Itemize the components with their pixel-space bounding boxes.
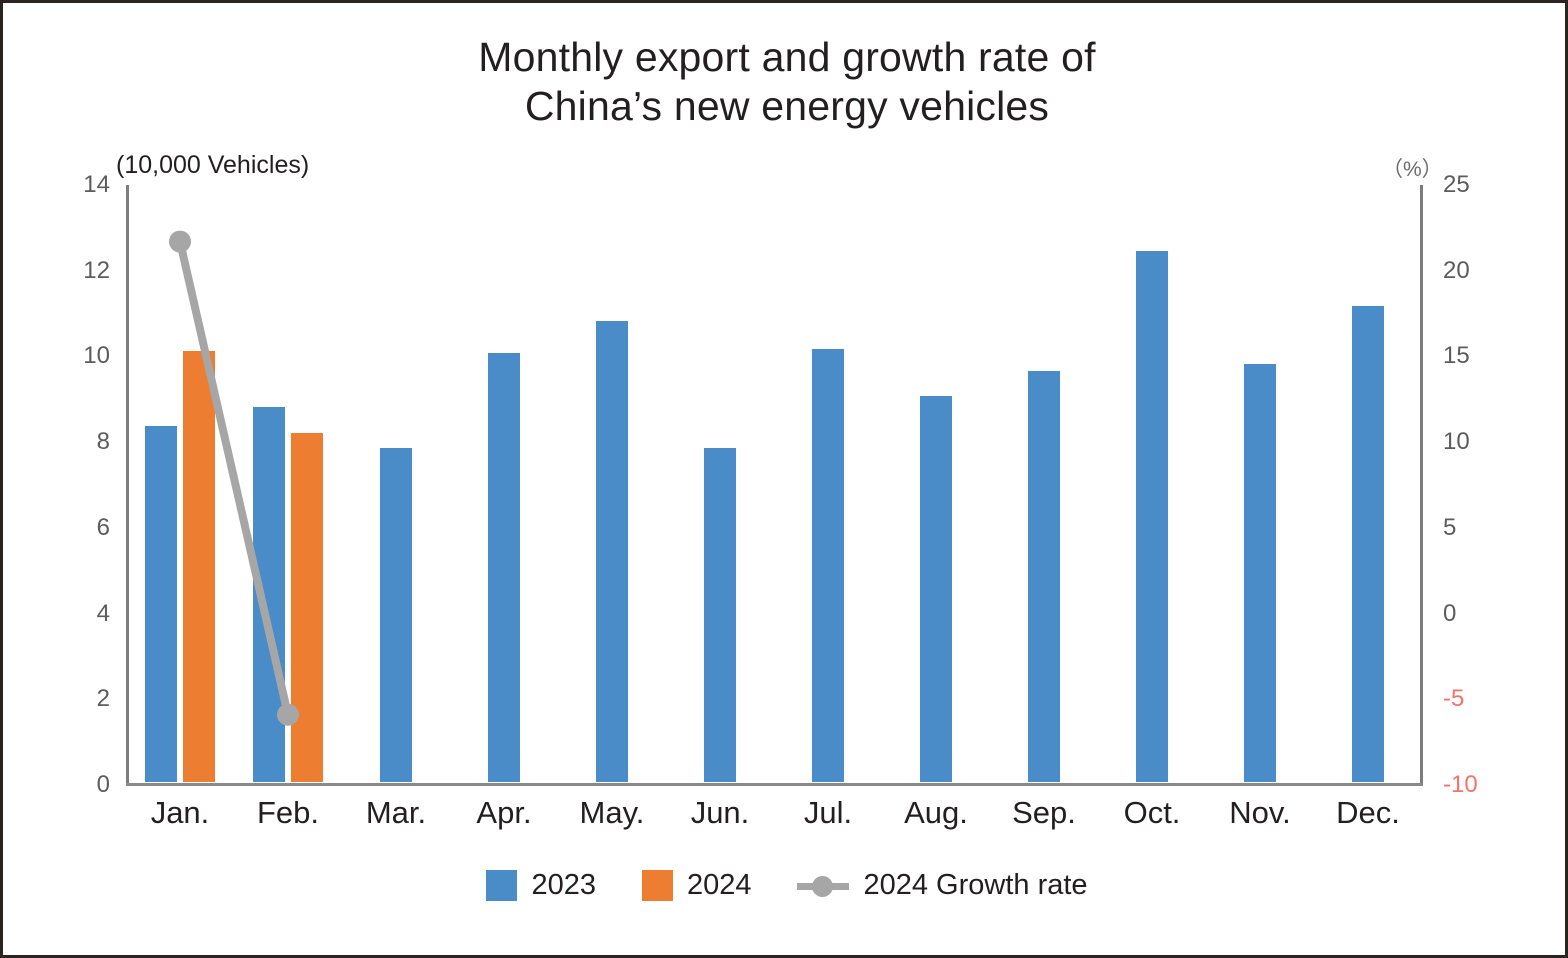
legend-item-2023[interactable]: 2023	[486, 869, 596, 902]
x-axis-label-feb: Feb.	[256, 795, 320, 830]
right-axis-line	[1420, 185, 1423, 786]
bar-2023-oct	[1136, 250, 1168, 782]
right-axis-tick-0: 0	[1443, 599, 1457, 627]
left-axis-tick-6: 6	[96, 513, 110, 541]
bar-2023-aug	[920, 396, 952, 782]
x-axis-label-jun: Jun.	[690, 795, 750, 830]
left-axis-tick-12: 12	[83, 256, 110, 284]
left-axis-tick-10: 10	[83, 342, 110, 370]
page-title: Monthly export and growth rate of China’…	[3, 33, 1565, 131]
bar-2023-jun	[704, 447, 736, 782]
right-axis-tick-neg10: -10	[1443, 771, 1478, 798]
x-axis-label-aug: Aug.	[904, 795, 968, 830]
right-axis-tick-15: 15	[1443, 342, 1470, 370]
left-axis-tick-0: 0	[96, 771, 110, 798]
legend-label: 2024	[686, 869, 752, 901]
x-axis-label-may: May.	[579, 795, 645, 830]
legend: 2023 2024 2024 Growth rate	[3, 869, 1565, 902]
bar-2024-feb	[291, 432, 323, 782]
blue-square-swatch	[486, 870, 518, 901]
x-axis-label-nov: Nov.	[1229, 795, 1291, 830]
right-axis-tick-25: 25	[1443, 171, 1470, 198]
left-axis-tick-2: 2	[96, 685, 110, 713]
bar-2023-sep	[1028, 370, 1060, 782]
bar-2023-apr	[488, 353, 520, 782]
growth-rate-marker-jan	[169, 230, 191, 253]
bar-2023-jul	[812, 349, 844, 782]
line-marker-icon	[797, 873, 850, 899]
x-axis-label-jul: Jul.	[803, 795, 853, 830]
x-axis-label-apr: Apr.	[476, 795, 532, 830]
right-axis-tick-labels: 25 20 15 10 5 0 -5 -10	[1443, 173, 1503, 797]
left-axis-tick-14: 14	[83, 171, 110, 198]
x-axis-line	[126, 783, 1423, 786]
bar-2024-jan	[183, 351, 215, 782]
x-axis-label-oct: Oct.	[1123, 795, 1181, 830]
bar-2023-feb	[253, 407, 285, 782]
bar-2023-nov	[1244, 364, 1276, 782]
left-axis-line	[126, 185, 129, 786]
right-axis-tick-5: 5	[1443, 513, 1457, 541]
legend-label: 2024 Growth rate	[863, 869, 1088, 901]
x-axis-label-dec: Dec.	[1336, 795, 1400, 830]
left-axis-tick-4: 4	[96, 599, 110, 627]
bar-2023-jan	[145, 426, 177, 782]
bar-2023-mar	[380, 447, 412, 782]
chart-title-line-1: Monthly export and growth rate of	[478, 34, 1096, 80]
bar-2023-dec	[1352, 306, 1384, 782]
x-axis-label-jan: Jan.	[150, 795, 210, 830]
bar-2023-may	[596, 321, 628, 782]
right-axis-tick-20: 20	[1443, 256, 1470, 284]
legend-label: 2023	[531, 869, 596, 901]
right-axis-tick-neg5: -5	[1443, 685, 1465, 713]
legend-item-2024-growth-rate[interactable]: 2024 Growth rate	[797, 869, 1088, 902]
x-axis-category-labels: Jan. Feb. Mar. Apr. May. Jun. Jul. Aug. Sep. Oct.…	[126, 794, 1422, 840]
line-marker-dot-icon	[812, 875, 834, 897]
right-axis-unit-label: （%）	[1382, 158, 1443, 181]
left-axis-tick-8: 8	[96, 428, 110, 456]
orange-square-swatch	[641, 870, 673, 901]
x-axis-label-mar: Mar.	[365, 795, 427, 830]
chart-title-line-2: China’s new energy vehicles	[524, 83, 1050, 129]
left-axis-unit-label: (10,000 Vehicles)	[116, 151, 310, 179]
right-axis-tick-10: 10	[1443, 428, 1470, 456]
x-axis-label-sep: Sep.	[1012, 795, 1076, 830]
plot-area	[126, 185, 1423, 786]
legend-item-2024[interactable]: 2024	[641, 869, 752, 902]
left-axis-tick-labels: 14 12 10 8 6 4 2 0	[58, 173, 110, 797]
